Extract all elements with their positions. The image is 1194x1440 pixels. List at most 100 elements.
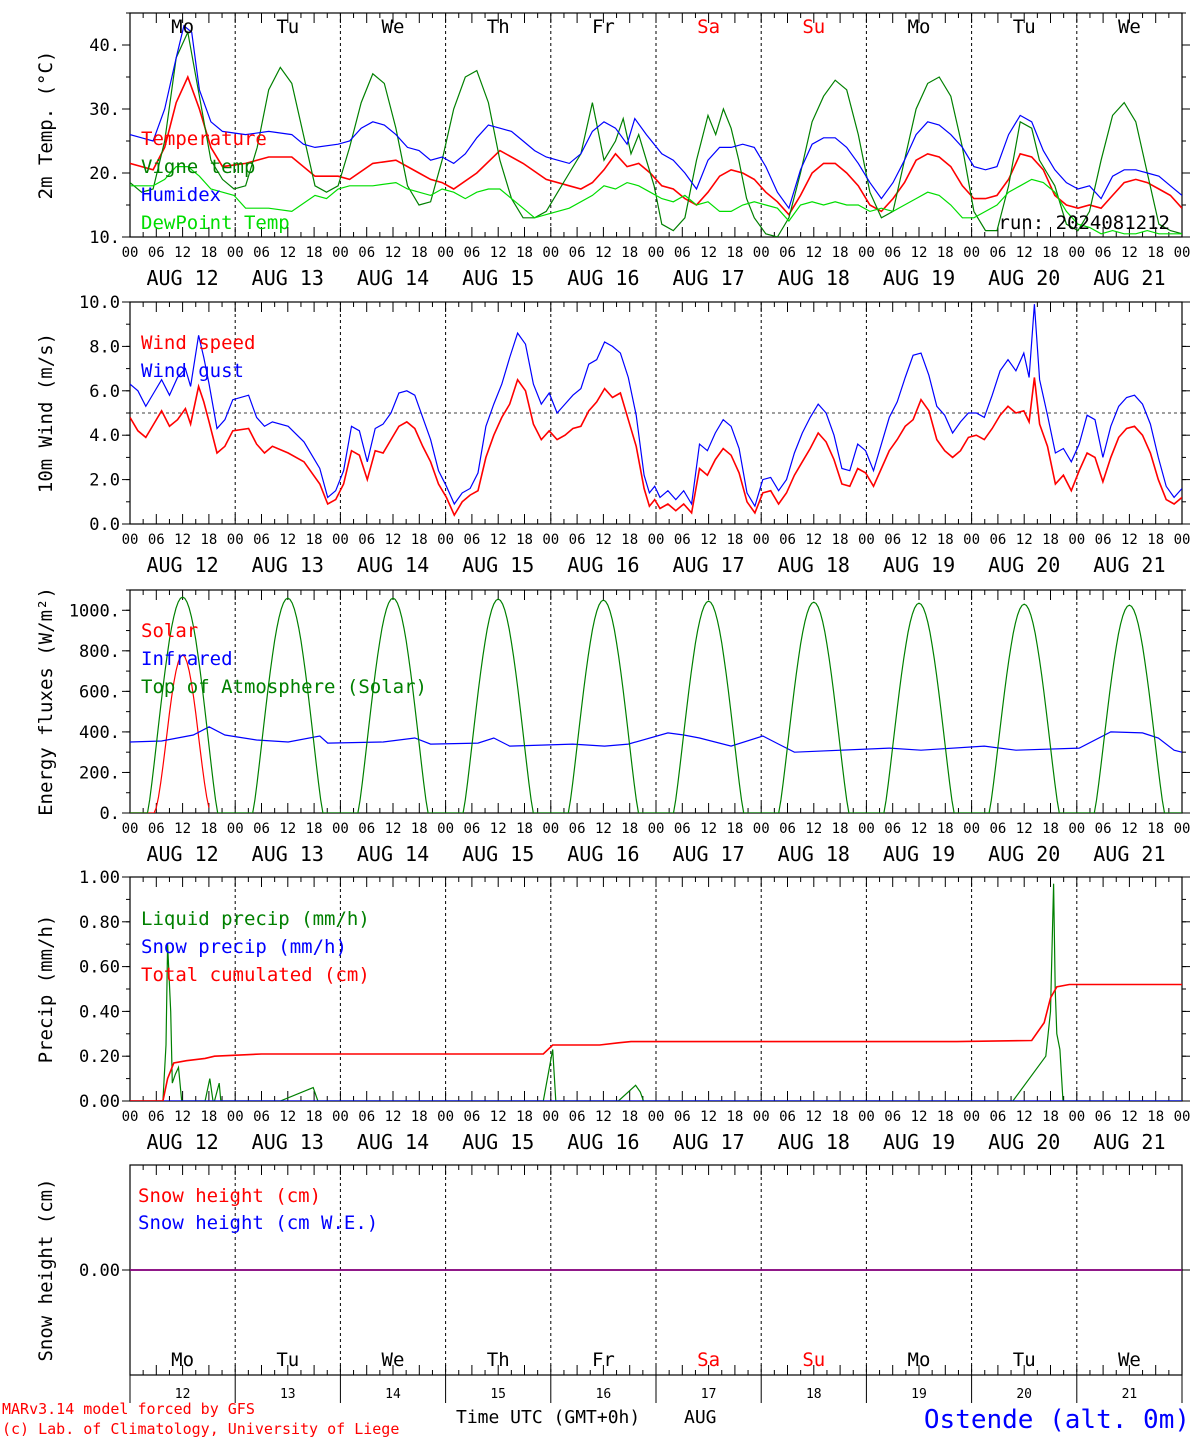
hour-tick-label: 18 (937, 1109, 954, 1125)
hour-tick-label: 06 (1095, 245, 1112, 261)
hour-tick-label: 00 (753, 532, 770, 548)
legend-entry: Snow height (cm) (138, 1185, 321, 1207)
hour-tick-label: 06 (569, 821, 586, 837)
date-label: AUG 16 (567, 1130, 639, 1154)
series-line-infrared (130, 726, 1182, 753)
panel-snow: 0.00 Snow height (cm) Snow height (cm) Snow… (35, 1164, 1190, 1403)
date-label: AUG 15 (462, 266, 534, 290)
date-label: AUG 15 (462, 553, 534, 577)
hour-tick-label: 00 (753, 821, 770, 837)
date-label: AUG 21 (1093, 266, 1165, 290)
hour-tick-label: 06 (148, 1109, 165, 1125)
date-label: AUG 13 (252, 266, 324, 290)
hour-tick-label: 18 (621, 1109, 638, 1125)
legend-entry: Wind gust (141, 360, 244, 382)
hour-tick-label: 12 (805, 821, 822, 837)
hour-tick-label: 06 (884, 532, 901, 548)
y-tick-label: 2.0 (89, 471, 120, 491)
hour-tick-label: 12 (385, 532, 402, 548)
hour-tick-label: 06 (569, 245, 586, 261)
day-number-label: 18 (806, 1387, 822, 1402)
hour-tick-label: 12 (911, 821, 928, 837)
panel-wind: 0.0 2.0 4.0 6.0 8.0 10.0 10m Wind (m/s) Wind sp… (35, 293, 1190, 577)
hour-tick-label: 06 (358, 1109, 375, 1125)
date-label: AUG 16 (567, 553, 639, 577)
hour-tick-label: 06 (358, 821, 375, 837)
hour-tick-label: 06 (674, 1109, 691, 1125)
date-label: AUG 12 (146, 553, 218, 577)
hour-tick-label: 00 (1068, 532, 1085, 548)
hour-tick-label: 18 (200, 245, 217, 261)
hour-tick-label: 12 (805, 532, 822, 548)
legend-entry: Vigne temp (141, 156, 255, 178)
hour-tick-label: 12 (490, 532, 507, 548)
run-annotation: run: 2024081212 (998, 212, 1170, 234)
date-label: AUG 21 (1093, 842, 1165, 866)
y-axis-label: 10m Wind (m/s) (35, 333, 57, 493)
hour-tick-label: 00 (858, 245, 875, 261)
hour-tick-label: 06 (253, 245, 270, 261)
hour-tick-label: 06 (358, 532, 375, 548)
hour-tick-label: 06 (148, 821, 165, 837)
hour-tick-label: 06 (253, 532, 270, 548)
date-label: AUG 19 (883, 842, 955, 866)
hour-tick-label: 06 (779, 821, 796, 837)
hour-tick-label: 12 (1121, 532, 1138, 548)
y-tick-label: 0.00 (79, 1261, 120, 1281)
hour-tick-label: 18 (306, 821, 323, 837)
weekday-label: Su (802, 16, 825, 38)
date-label: AUG 14 (357, 266, 429, 290)
day-number-label: 19 (911, 1387, 927, 1402)
station-label: Ostende (alt. 0m) (924, 1405, 1190, 1435)
y-tick-label: 400. (79, 723, 120, 743)
y-tick-label: 200. (79, 763, 120, 783)
hour-tick-label: 18 (937, 245, 954, 261)
day-number-label: 15 (490, 1387, 506, 1402)
hour-tick-label: 06 (148, 245, 165, 261)
hour-tick-label: 06 (1095, 1109, 1112, 1125)
hour-tick-label: 18 (200, 821, 217, 837)
date-label: AUG 19 (883, 553, 955, 577)
hour-tick-label: 12 (1121, 821, 1138, 837)
y-tick-label: 0.0 (89, 515, 120, 535)
y-tick-label: 0. (100, 804, 120, 824)
hour-tick-label: 00 (437, 532, 454, 548)
hour-tick-label: 12 (595, 821, 612, 837)
y-axis-label: Energy fluxes (W/m²) (35, 587, 57, 816)
day-number-label: 16 (596, 1387, 612, 1402)
hour-tick-label: 18 (306, 245, 323, 261)
y-tick-label: 30. (89, 100, 120, 120)
hour-tick-label: 00 (753, 245, 770, 261)
date-label: AUG 18 (778, 842, 850, 866)
hour-tick-label: 18 (1147, 532, 1164, 548)
hour-tick-label: 06 (463, 821, 480, 837)
hour-tick-label: 18 (937, 821, 954, 837)
hour-tick-label: 06 (358, 245, 375, 261)
legend-entry: Snow height (cm W.E.) (138, 1212, 378, 1234)
y-tick-label: 40. (89, 36, 120, 56)
date-label: AUG 20 (988, 266, 1060, 290)
date-label: AUG 16 (567, 266, 639, 290)
date-label: AUG 17 (672, 553, 744, 577)
hour-tick-label: 06 (989, 1109, 1006, 1125)
series-line-top-of-atmosphere-solar- (130, 596, 1182, 813)
weekday-label: Sa (697, 16, 720, 38)
date-label: AUG 12 (146, 1130, 218, 1154)
y-tick-label: 20. (89, 164, 120, 184)
hour-tick-label: 12 (279, 1109, 296, 1125)
hour-tick-label: 00 (858, 821, 875, 837)
hour-tick-label: 00 (122, 245, 139, 261)
hour-tick-label: 00 (542, 532, 559, 548)
hour-tick-label: 12 (174, 1109, 191, 1125)
hour-tick-label: 00 (437, 245, 454, 261)
panel-energy: 0. 200. 400. 600. 800. 1000. Energy fluxes (W/… (35, 587, 1190, 866)
hour-tick-label: 06 (148, 532, 165, 548)
hour-tick-label: 12 (1121, 1109, 1138, 1125)
legend-entry: Temperature (141, 128, 267, 150)
series-line-dewpoint-temp (130, 166, 1182, 235)
hour-tick-label: 18 (832, 532, 849, 548)
hour-tick-label: 06 (569, 532, 586, 548)
hour-tick-label: 18 (306, 1109, 323, 1125)
hour-tick-label: 18 (516, 245, 533, 261)
credit-line-2: (c) Lab. of Climatology, University of L… (2, 1420, 399, 1438)
